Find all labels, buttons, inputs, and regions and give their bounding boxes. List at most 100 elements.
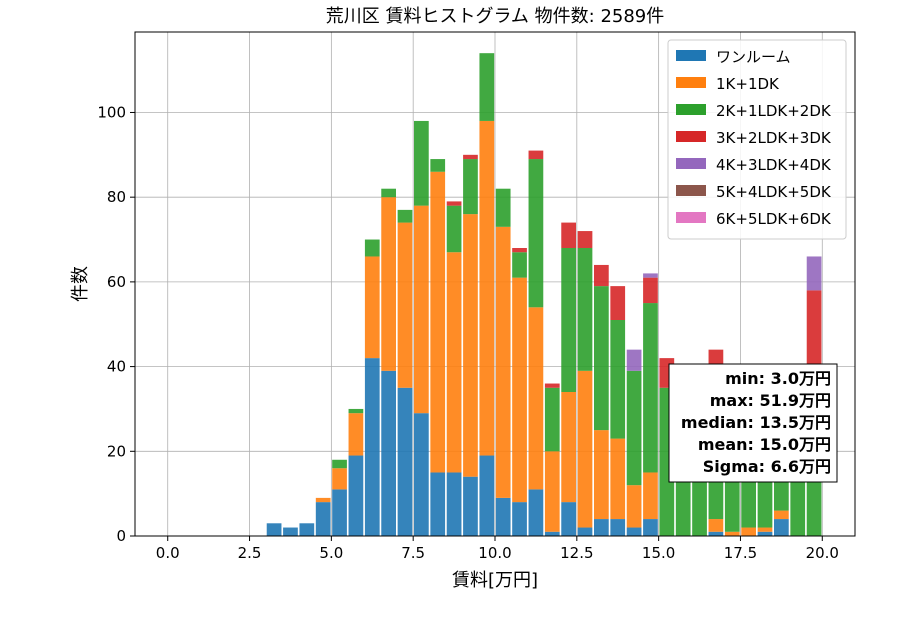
bar-segment-0-9 xyxy=(414,413,429,536)
bar-segment-2-23 xyxy=(643,303,658,473)
bar-segment-2-19 xyxy=(577,248,593,371)
bar-segment-2-12 xyxy=(463,159,478,215)
bar-segment-2-15 xyxy=(512,252,527,278)
bar-segment-3-18 xyxy=(561,222,576,248)
x-tick-label: 7.5 xyxy=(401,544,425,562)
bar-segment-0-16 xyxy=(528,489,544,536)
stats-line: Sigma: 6.6万円 xyxy=(703,457,831,476)
legend-label: 3K+2LDK+3DK xyxy=(716,129,832,147)
bar-segment-1-21 xyxy=(610,438,626,520)
bar-segment-1-29 xyxy=(741,527,756,536)
bar-segment-2-21 xyxy=(610,320,626,439)
bar-segment-3-11 xyxy=(446,201,462,206)
bar-segment-2-20 xyxy=(594,286,609,431)
x-tick-label: 12.5 xyxy=(560,544,593,562)
bar-segment-0-1 xyxy=(283,527,298,536)
stats-box: min: 3.0万円 max: 51.9万円 median: 13.5万円 mean:… xyxy=(668,363,838,483)
legend-label: 6K+5LDK+6DK xyxy=(716,210,832,228)
bar-segment-1-9 xyxy=(414,205,429,414)
y-tick-label: 40 xyxy=(107,358,126,376)
bar-segment-0-8 xyxy=(397,387,413,536)
bar-segment-0-31 xyxy=(774,519,789,536)
bar-segment-4-22 xyxy=(626,349,642,371)
legend-label: 5K+4LDK+5DK xyxy=(716,183,832,201)
bar-segment-1-19 xyxy=(577,370,593,528)
bar-segment-3-17 xyxy=(544,383,560,388)
bar-segment-0-19 xyxy=(577,527,593,536)
bar-segment-0-27 xyxy=(708,531,724,536)
bar-segment-1-23 xyxy=(643,472,658,520)
bar-segment-4-33 xyxy=(806,256,822,291)
bar-segment-1-12 xyxy=(463,214,478,477)
bar-segment-2-8 xyxy=(397,209,413,223)
bar-segment-0-4 xyxy=(332,489,347,536)
stats-line: mean: 15.0万円 xyxy=(698,435,831,454)
bar-segment-2-9 xyxy=(414,120,429,206)
bar-segment-0-3 xyxy=(315,502,331,536)
bar-segment-0-20 xyxy=(594,519,609,536)
legend-swatch xyxy=(676,158,706,169)
bar-segment-2-4 xyxy=(332,459,347,469)
bar-segment-1-30 xyxy=(757,527,773,532)
bar-segment-4-23 xyxy=(643,273,658,278)
legend-swatch xyxy=(676,185,706,196)
bar-segment-1-31 xyxy=(774,510,789,520)
bar-segment-3-16 xyxy=(528,150,544,160)
bar-segment-2-14 xyxy=(495,188,511,227)
bar-segment-2-13 xyxy=(479,53,495,121)
bar-segment-1-15 xyxy=(512,277,527,503)
bar-segment-0-6 xyxy=(364,358,380,536)
bar-segment-2-11 xyxy=(446,205,462,253)
bar-segment-0-2 xyxy=(299,523,315,536)
bar-segment-2-16 xyxy=(528,159,544,308)
y-axis: 0 20 40 60 80 100 xyxy=(97,103,135,545)
bar-segment-1-27 xyxy=(708,519,724,532)
legend-label: ワンルーム xyxy=(716,48,791,66)
y-tick-label: 80 xyxy=(107,188,126,206)
bar-segment-0-5 xyxy=(348,455,364,536)
bar-segment-2-7 xyxy=(381,188,396,198)
x-tick-label: 20.0 xyxy=(806,544,839,562)
bar-segment-0-11 xyxy=(446,472,462,536)
bar-segment-0-21 xyxy=(610,519,626,536)
legend-swatch xyxy=(676,212,706,223)
bar-segment-1-6 xyxy=(364,256,380,359)
y-tick-label: 0 xyxy=(116,527,126,545)
bar-segment-3-21 xyxy=(610,286,626,320)
bar-segment-2-17 xyxy=(544,387,560,452)
bar-segment-1-20 xyxy=(594,430,609,520)
bar-segment-0-13 xyxy=(479,455,495,536)
bar-segment-1-18 xyxy=(561,392,576,503)
bar-segment-1-4 xyxy=(332,468,347,490)
y-axis-label: 件数 xyxy=(70,266,91,302)
bar-segment-2-18 xyxy=(561,248,576,392)
legend-swatch xyxy=(676,77,706,88)
x-axis-label: 賃料[万円] xyxy=(452,570,538,591)
bar-segment-3-12 xyxy=(463,154,478,160)
stats-line: median: 13.5万円 xyxy=(681,413,831,432)
bar-segment-1-28 xyxy=(724,531,740,536)
y-tick-label: 60 xyxy=(107,273,126,291)
x-tick-label: 10.0 xyxy=(478,544,511,562)
bar-segment-3-20 xyxy=(594,264,609,287)
bar-segment-1-11 xyxy=(446,252,462,473)
bar-segment-1-10 xyxy=(430,171,446,473)
x-axis: 0.0 2.5 5.0 7.5 10.0 12.5 15.0 17.5 20.0 xyxy=(156,536,839,562)
bar-segment-1-22 xyxy=(626,485,642,528)
bar-segment-0-14 xyxy=(495,497,511,536)
bar-segment-1-16 xyxy=(528,307,544,490)
bar-segment-2-22 xyxy=(626,370,642,486)
bar-segment-0-18 xyxy=(561,502,576,536)
legend-label: 4K+3LDK+4DK xyxy=(716,156,832,174)
bar-segment-0-15 xyxy=(512,502,527,536)
x-tick-label: 5.0 xyxy=(319,544,343,562)
chart-title: 荒川区 賃料ヒストグラム 物件数: 2589件 xyxy=(326,6,665,27)
bar-segment-1-13 xyxy=(479,120,495,456)
bar-segment-3-19 xyxy=(577,231,593,248)
legend-swatch xyxy=(676,50,706,61)
bar-segment-0-17 xyxy=(544,531,560,536)
legend: ワンルーム 1K+1DK 2K+1LDK+2DK 3K+2LDK+3DK 4K+3LDK… xyxy=(667,39,847,240)
stats-line: min: 3.0万円 xyxy=(725,369,831,388)
y-tick-label: 20 xyxy=(107,442,126,460)
